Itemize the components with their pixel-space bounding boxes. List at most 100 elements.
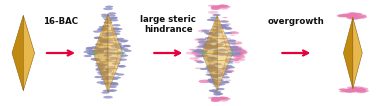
Circle shape [230, 46, 239, 48]
Circle shape [345, 91, 352, 93]
Circle shape [90, 47, 98, 49]
Circle shape [89, 53, 98, 55]
Circle shape [215, 84, 222, 86]
Circle shape [221, 5, 231, 8]
Circle shape [220, 97, 228, 99]
Circle shape [102, 41, 110, 43]
Circle shape [351, 16, 358, 18]
Circle shape [98, 71, 106, 74]
Circle shape [212, 53, 220, 55]
Circle shape [93, 30, 101, 33]
Circle shape [230, 35, 234, 36]
Circle shape [231, 32, 236, 33]
Circle shape [218, 26, 226, 28]
Circle shape [349, 15, 355, 17]
Circle shape [105, 76, 113, 78]
Circle shape [100, 61, 107, 63]
Circle shape [189, 49, 195, 50]
Circle shape [211, 6, 218, 8]
Circle shape [198, 80, 211, 83]
Circle shape [225, 65, 233, 67]
Circle shape [232, 47, 243, 50]
Circle shape [110, 82, 118, 84]
Circle shape [223, 67, 229, 69]
Circle shape [348, 89, 355, 91]
Circle shape [103, 22, 110, 24]
Circle shape [202, 42, 209, 43]
Circle shape [88, 50, 97, 52]
Circle shape [212, 85, 219, 87]
Circle shape [352, 15, 359, 17]
Circle shape [109, 48, 118, 51]
Circle shape [223, 17, 227, 18]
Circle shape [213, 29, 221, 31]
Circle shape [116, 38, 125, 40]
Circle shape [208, 66, 217, 68]
Circle shape [196, 48, 203, 50]
Circle shape [197, 46, 205, 48]
Circle shape [115, 60, 122, 62]
Circle shape [347, 17, 353, 19]
Circle shape [217, 49, 224, 51]
Circle shape [358, 87, 368, 90]
Circle shape [228, 40, 236, 42]
Circle shape [212, 45, 220, 47]
Circle shape [115, 46, 123, 48]
Circle shape [100, 81, 107, 83]
Circle shape [337, 14, 347, 17]
Circle shape [109, 17, 118, 19]
Circle shape [208, 97, 216, 99]
Circle shape [352, 17, 357, 19]
Polygon shape [93, 14, 108, 92]
Circle shape [213, 92, 222, 94]
Circle shape [347, 90, 355, 92]
Circle shape [109, 16, 118, 19]
Circle shape [231, 55, 239, 57]
Circle shape [345, 15, 356, 18]
Circle shape [213, 52, 222, 54]
Circle shape [98, 73, 104, 75]
Circle shape [106, 57, 113, 59]
Circle shape [207, 57, 215, 59]
Circle shape [210, 90, 218, 92]
Circle shape [208, 79, 216, 81]
Circle shape [224, 38, 231, 40]
Circle shape [84, 51, 92, 53]
Polygon shape [217, 15, 233, 91]
Circle shape [114, 28, 122, 30]
Circle shape [199, 43, 206, 45]
Circle shape [211, 67, 219, 69]
Circle shape [95, 48, 103, 50]
Circle shape [103, 90, 111, 92]
Circle shape [99, 30, 105, 31]
Circle shape [234, 52, 242, 54]
Circle shape [210, 19, 215, 20]
Circle shape [94, 37, 102, 39]
Circle shape [200, 68, 208, 70]
Circle shape [104, 35, 111, 37]
Circle shape [215, 31, 223, 34]
Text: 16-BAC: 16-BAC [43, 17, 79, 26]
Polygon shape [343, 17, 353, 89]
Text: overgrowth: overgrowth [268, 17, 325, 26]
Circle shape [102, 40, 110, 42]
Circle shape [96, 68, 104, 71]
Circle shape [99, 64, 107, 66]
Circle shape [102, 34, 108, 36]
Circle shape [120, 54, 128, 57]
Circle shape [207, 19, 215, 21]
Circle shape [220, 7, 228, 10]
Circle shape [348, 89, 358, 92]
Circle shape [208, 61, 214, 63]
Circle shape [358, 16, 367, 18]
Circle shape [88, 53, 96, 55]
Circle shape [194, 50, 201, 53]
Circle shape [217, 5, 223, 7]
Circle shape [110, 73, 119, 75]
Circle shape [218, 79, 225, 81]
Circle shape [105, 50, 112, 52]
Circle shape [221, 97, 231, 100]
Circle shape [108, 86, 117, 88]
Circle shape [102, 33, 109, 34]
Circle shape [347, 91, 353, 92]
